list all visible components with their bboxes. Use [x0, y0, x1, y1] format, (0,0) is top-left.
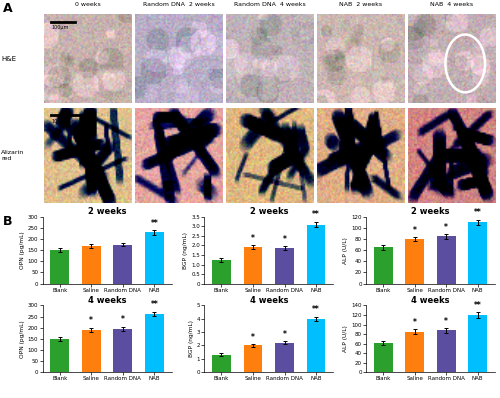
- Text: *: *: [90, 316, 94, 325]
- Title: 4 weeks: 4 weeks: [88, 296, 126, 305]
- Text: A: A: [2, 2, 12, 15]
- Bar: [405, 239, 424, 283]
- Text: NAB  2 weeks: NAB 2 weeks: [340, 2, 382, 7]
- Bar: [50, 339, 70, 372]
- Title: 4 weeks: 4 weeks: [411, 296, 450, 305]
- Text: *: *: [412, 318, 416, 327]
- Bar: [82, 246, 101, 283]
- Y-axis label: ALP (U/L): ALP (U/L): [344, 325, 348, 352]
- Y-axis label: ALP (U/L): ALP (U/L): [344, 237, 348, 264]
- Bar: [82, 330, 101, 372]
- Bar: [275, 248, 294, 283]
- Text: *: *: [444, 223, 448, 232]
- Text: 100μm: 100μm: [51, 25, 68, 30]
- Text: H&E: H&E: [1, 56, 16, 62]
- Title: 4 weeks: 4 weeks: [250, 296, 288, 305]
- Text: NAB  4 weeks: NAB 4 weeks: [430, 2, 474, 7]
- Bar: [306, 319, 326, 372]
- Text: **: **: [312, 210, 320, 219]
- Text: *: *: [282, 330, 286, 339]
- Y-axis label: OPN (pg/mL): OPN (pg/mL): [20, 231, 25, 269]
- Text: *: *: [282, 235, 286, 244]
- Bar: [244, 345, 262, 372]
- Bar: [306, 224, 326, 283]
- Text: *: *: [251, 234, 255, 243]
- Bar: [212, 355, 231, 372]
- Bar: [436, 236, 456, 283]
- Bar: [374, 343, 392, 372]
- Bar: [145, 314, 164, 372]
- Bar: [468, 222, 487, 283]
- Text: Alizarin
red: Alizarin red: [1, 150, 24, 161]
- Bar: [468, 315, 487, 372]
- Y-axis label: BGP (ng/mL): BGP (ng/mL): [188, 320, 194, 357]
- Text: **: **: [312, 305, 320, 314]
- Y-axis label: OPN (pg/mL): OPN (pg/mL): [20, 320, 25, 358]
- Bar: [275, 343, 294, 372]
- Text: **: **: [474, 209, 482, 217]
- Bar: [374, 248, 392, 283]
- Bar: [145, 232, 164, 283]
- Text: **: **: [474, 301, 482, 310]
- Text: B: B: [2, 215, 12, 228]
- Text: *: *: [412, 226, 416, 234]
- Bar: [114, 245, 132, 283]
- Bar: [212, 260, 231, 283]
- Text: *: *: [251, 333, 255, 342]
- Text: **: **: [150, 300, 158, 309]
- Bar: [244, 248, 262, 283]
- Text: *: *: [121, 315, 125, 324]
- Text: Random DNA  2 weeks: Random DNA 2 weeks: [143, 2, 215, 7]
- Text: **: **: [150, 219, 158, 228]
- Title: 2 weeks: 2 weeks: [250, 207, 288, 216]
- Text: Random DNA  4 weeks: Random DNA 4 weeks: [234, 2, 306, 7]
- Title: 2 weeks: 2 weeks: [411, 207, 450, 216]
- Text: *: *: [444, 316, 448, 326]
- Y-axis label: BGP (ng/mL): BGP (ng/mL): [184, 232, 188, 269]
- Bar: [50, 250, 70, 283]
- Bar: [436, 330, 456, 372]
- Title: 2 weeks: 2 weeks: [88, 207, 126, 216]
- Text: 100μm: 100μm: [51, 119, 68, 124]
- Bar: [114, 329, 132, 372]
- Text: 0 weeks: 0 weeks: [75, 2, 101, 7]
- Bar: [405, 332, 424, 372]
